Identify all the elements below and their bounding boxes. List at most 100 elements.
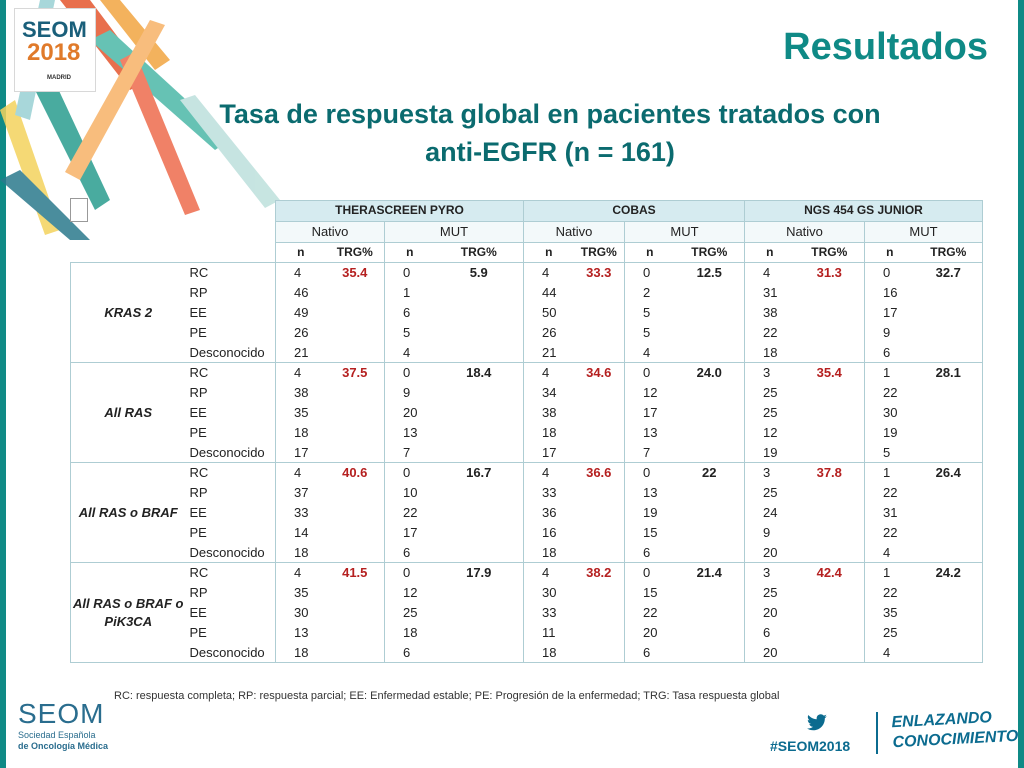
cell-trg-empty — [914, 502, 983, 523]
cell-trg-empty — [434, 283, 524, 303]
cell-n: 13 — [643, 485, 658, 501]
response-label: Desconocido — [185, 342, 276, 364]
cell-trg-empty — [325, 483, 385, 503]
cell-n: 15 — [643, 585, 658, 601]
cell-trg: 12.5 — [674, 262, 745, 284]
cell-n: 18 — [523, 642, 574, 664]
status-header-nativo: Nativo — [744, 221, 865, 243]
cell-trg: 32.7 — [914, 262, 983, 284]
logo-city-text: MADRID — [47, 75, 71, 81]
cell-trg-empty — [573, 583, 625, 603]
cell-trg-empty — [325, 642, 385, 664]
cell-n: 22 — [883, 585, 898, 601]
cell-n: 4 — [542, 365, 550, 381]
response-label: RC — [185, 462, 276, 484]
cell-n: 36 — [542, 504, 557, 520]
col-header-trg: TRG% — [794, 242, 865, 264]
cell-n: 18 — [294, 424, 309, 440]
cell-trg: 40.6 — [325, 462, 385, 484]
col-header-trg: TRG% — [573, 242, 625, 264]
table-row: EE 33 22 36 19 24 31 — [71, 502, 983, 523]
cell-trg: 37.8 — [794, 462, 865, 484]
response-label: RP — [185, 483, 276, 503]
cell-trg-empty — [914, 583, 983, 603]
cell-trg-empty — [794, 483, 865, 503]
group-label: All RAS o BRAF — [70, 462, 186, 564]
method-header: COBAS — [523, 200, 745, 222]
response-label: EE — [185, 602, 276, 623]
response-label: RC — [185, 562, 276, 584]
cell-trg-empty — [325, 342, 385, 364]
cell-n: 3 — [763, 465, 771, 481]
cell-n: 33 — [542, 604, 557, 620]
cell-trg-empty — [434, 642, 524, 664]
cell-n: 31 — [763, 285, 778, 301]
table-row: PE 26 5 26 5 22 9 — [71, 322, 983, 343]
cell-n: 22 — [763, 324, 778, 340]
group-label: All RAS o BRAF o PiK3CA — [70, 562, 186, 664]
slide-subtitle: Tasa de respuesta global en pacientes tr… — [150, 96, 950, 172]
cell-trg-empty — [573, 602, 625, 623]
cell-trg-empty — [674, 422, 745, 443]
cell-trg-empty — [674, 402, 745, 423]
cell-trg-empty — [325, 442, 385, 464]
cell-trg-empty — [674, 302, 745, 323]
logo-seom-text: SEOM — [22, 17, 87, 42]
cell-n: 49 — [294, 304, 309, 320]
cell-trg-empty — [794, 442, 865, 464]
cell-n: 20 — [763, 604, 778, 620]
cell-n: 0 — [883, 265, 891, 281]
cell-n: 22 — [883, 385, 898, 401]
cell-n: 18 — [275, 542, 326, 564]
cell-n: 50 — [542, 304, 557, 320]
cell-n: 5 — [403, 324, 411, 340]
cell-trg-empty — [674, 383, 745, 403]
cell-n: 12 — [643, 385, 658, 401]
left-accent-bar — [0, 0, 6, 768]
cell-n: 0 — [643, 465, 651, 481]
cell-trg-empty — [434, 522, 524, 543]
cell-n: 18 — [403, 624, 418, 640]
cell-trg-empty — [434, 342, 524, 364]
status-header-mut: MUT — [384, 221, 524, 243]
cell-trg-empty — [674, 483, 745, 503]
col-header-n: n — [523, 242, 574, 264]
cell-n: 12 — [763, 424, 778, 440]
cell-trg: 22 — [674, 462, 745, 484]
cell-n: 19 — [883, 424, 898, 440]
cell-trg-empty — [674, 622, 745, 643]
cell-n: 10 — [403, 485, 418, 501]
cell-trg-empty — [573, 302, 625, 323]
table-row: RP 46 1 44 2 31 16 — [71, 283, 983, 303]
results-table: THERASCREEN PYRO COBAS NGS 454 GS JUNIOR Na… — [70, 200, 983, 664]
response-label: RP — [185, 583, 276, 603]
cell-n: 0 — [643, 565, 651, 581]
cell-trg-empty — [794, 502, 865, 523]
table-row: EE 49 6 50 5 38 17 — [71, 302, 983, 323]
cell-n: 38 — [294, 385, 309, 401]
cell-n: 16 — [883, 285, 898, 301]
table-row: Desconocido 21 4 21 4 18 6 — [71, 342, 983, 364]
cell-n: 0 — [403, 265, 411, 281]
cell-n: 25 — [403, 604, 418, 620]
cell-trg-empty — [325, 283, 385, 303]
cell-trg: 16.7 — [434, 462, 524, 484]
cell-trg-empty — [794, 602, 865, 623]
response-label: Desconocido — [185, 442, 276, 464]
cell-n: 4 — [294, 365, 302, 381]
cell-n: 6 — [403, 304, 411, 320]
table-row: Desconocido 18 6 18 6 20 4 — [71, 642, 983, 664]
cell-trg-empty — [794, 322, 865, 343]
placeholder-box — [70, 198, 88, 222]
cell-trg-empty — [325, 542, 385, 564]
cell-trg-empty — [325, 322, 385, 343]
cell-trg: 41.5 — [325, 562, 385, 584]
cell-n: 17 — [403, 524, 418, 540]
cell-trg-empty — [914, 483, 983, 503]
col-header-trg: TRG% — [325, 242, 385, 264]
cell-trg-empty — [794, 622, 865, 643]
response-label: Desconocido — [185, 542, 276, 564]
cell-trg: 18.4 — [434, 362, 524, 384]
response-label: EE — [185, 302, 276, 323]
cell-trg-empty — [674, 642, 745, 664]
